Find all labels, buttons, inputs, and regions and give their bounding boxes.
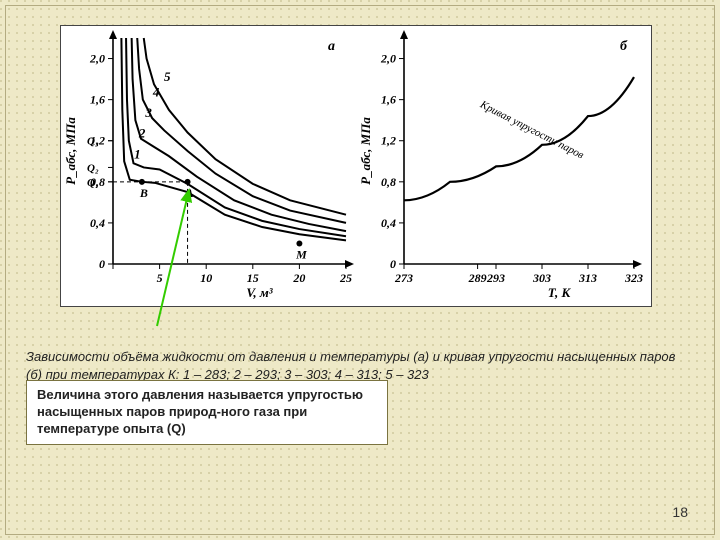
- svg-text:P_абс, МПа: P_абс, МПа: [63, 117, 78, 185]
- svg-text:V, м³: V, м³: [246, 285, 273, 300]
- svg-text:1: 1: [134, 146, 141, 161]
- svg-text:15: 15: [247, 271, 259, 285]
- svg-text:303: 303: [532, 271, 551, 285]
- svg-text:Кривая упругости паров: Кривая упругости паров: [477, 98, 586, 161]
- svg-text:P_абс, МПа: P_абс, МПа: [358, 117, 373, 185]
- svg-text:Т, К: Т, К: [548, 285, 572, 300]
- chart-b: 273 289293 303 313 323 0 0,4 0,8 1,2 1,6 2,0 Кривая…: [356, 26, 651, 306]
- svg-text:289: 289: [468, 271, 487, 285]
- svg-text:323: 323: [624, 271, 643, 285]
- chart-a: 51015202500,40,81,21,62,0Q₃Q₂Q₁12345BAMV…: [61, 26, 356, 306]
- svg-text:B: B: [139, 186, 148, 200]
- svg-text:а: а: [328, 39, 335, 54]
- svg-text:1,2: 1,2: [381, 134, 396, 148]
- figure-caption: Зависимости объёма жидкости от давления …: [26, 348, 694, 383]
- note-box: Величина этого давления называется упруг…: [26, 380, 388, 445]
- svg-text:1,6: 1,6: [90, 93, 105, 107]
- page-number: 18: [672, 504, 688, 520]
- svg-text:293: 293: [486, 271, 505, 285]
- svg-text:2,0: 2,0: [380, 52, 396, 66]
- svg-text:313: 313: [578, 271, 597, 285]
- svg-text:M: M: [295, 247, 307, 261]
- svg-text:1,6: 1,6: [381, 93, 396, 107]
- svg-text:20: 20: [292, 271, 305, 285]
- svg-text:5: 5: [164, 69, 171, 84]
- svg-text:Q₁: Q₁: [87, 177, 99, 189]
- svg-text:Q₃: Q₃: [87, 136, 99, 148]
- chart-panel: 51015202500,40,81,21,62,0Q₃Q₂Q₁12345BAMV…: [60, 25, 652, 307]
- svg-text:273: 273: [394, 271, 413, 285]
- svg-text:0: 0: [99, 257, 105, 271]
- svg-text:Q₂: Q₂: [87, 162, 99, 174]
- svg-text:10: 10: [200, 271, 212, 285]
- svg-text:0,8: 0,8: [381, 175, 396, 189]
- svg-text:2,0: 2,0: [89, 52, 105, 66]
- svg-text:25: 25: [339, 271, 352, 285]
- svg-text:A: A: [185, 186, 194, 200]
- svg-text:0: 0: [390, 257, 396, 271]
- svg-text:0,4: 0,4: [381, 216, 396, 230]
- svg-text:5: 5: [157, 271, 163, 285]
- svg-text:0,4: 0,4: [90, 216, 105, 230]
- svg-text:б: б: [620, 39, 628, 54]
